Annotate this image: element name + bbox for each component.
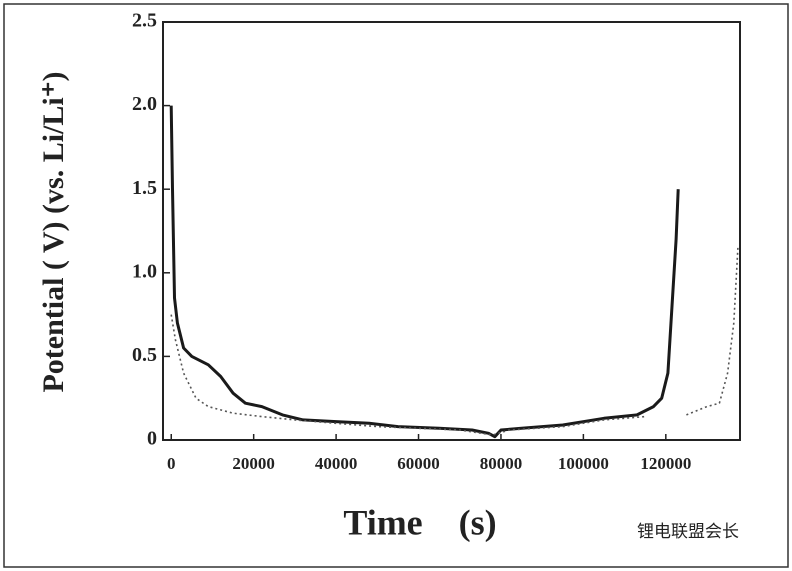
y-tick-label: 0 [147,428,157,450]
outer-frame [3,3,789,568]
watermark: 锂电联盟会长 [637,522,739,542]
y-tick-label: 0.5 [132,344,157,366]
y-tick-label: 2.0 [132,93,157,115]
x-tick-label: 60000 [397,454,440,473]
x-tick-label: 120000 [640,454,691,473]
plot-frame [162,21,741,441]
x-tick-label: 40000 [315,454,358,473]
x-tick-label: 80000 [480,454,523,473]
series-line [170,247,739,436]
x-axis-label: Time (s) [343,502,496,542]
x-tick-label: 100000 [558,454,609,473]
y-axis-label: Potential ( V) (vs. Li/Li⁺) [37,71,70,392]
y-tick-label: 2.5 [132,10,157,32]
y-tick-label: 1.5 [132,177,157,199]
y-tick-label: 1.0 [132,260,157,282]
series-line [169,105,680,439]
x-tick-label: 20000 [232,454,275,473]
x-tick-label: 0 [167,454,176,473]
